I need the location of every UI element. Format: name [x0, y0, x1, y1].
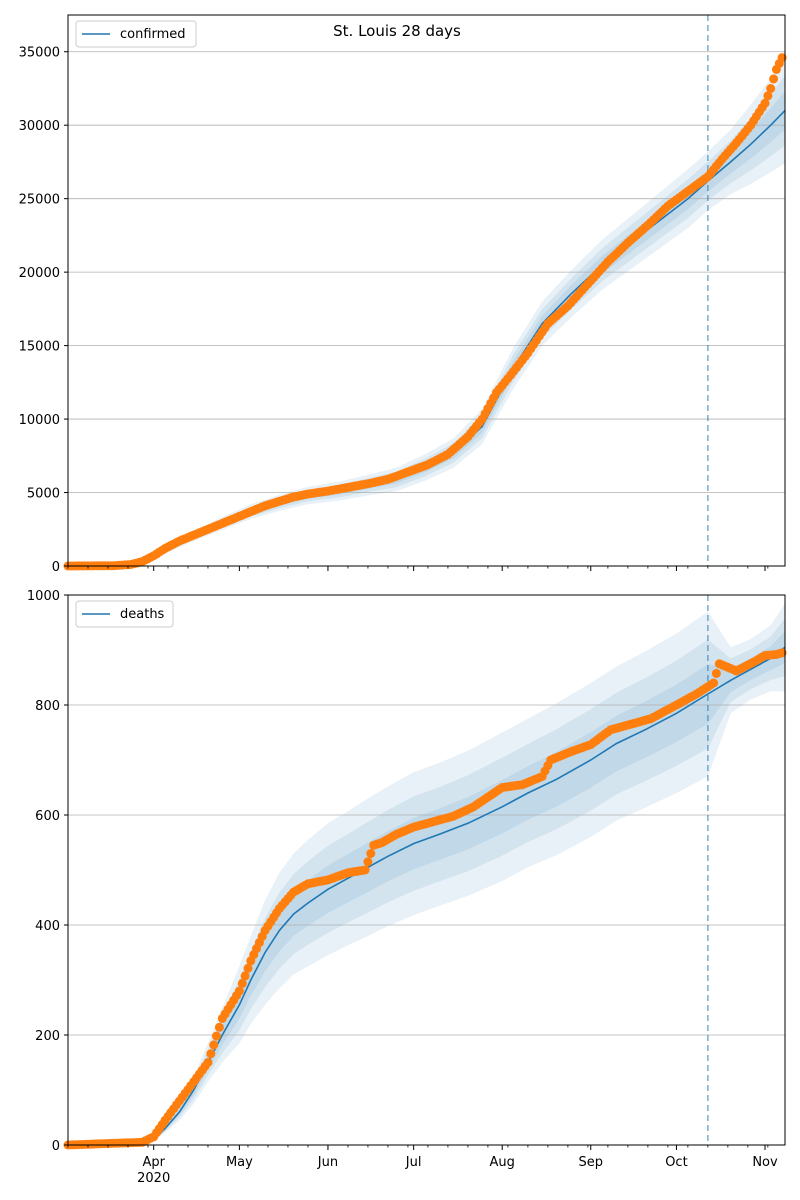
confirmed-observed-points — [63, 53, 787, 571]
deaths-band-3 — [68, 631, 785, 1145]
confirmed-ytick-label: 25000 — [19, 193, 60, 208]
deaths-axes-frame — [67, 594, 786, 1146]
deaths-legend-label: deaths — [120, 607, 165, 622]
confirmed-ytick-label: 30000 — [19, 119, 60, 134]
confirmed-observed-point — [760, 98, 770, 108]
confirmed-ytick-label: 15000 — [19, 340, 60, 355]
confirmed-observed-point — [766, 84, 776, 93]
deaths-legend: deaths — [75, 600, 174, 628]
deaths-observed-point — [237, 978, 247, 988]
deaths-gridlines — [68, 704, 785, 1036]
confirmed-panel: 0 5000 10000 15000 20000 25000 30000 35000 St. … — [19, 14, 787, 575]
confirmed-ytick-label: 35000 — [19, 46, 60, 61]
deaths-ticks: 0 200 400 600 800 1000 Apr May Jun Jul Aug Sep Oct No… — [27, 589, 778, 1186]
confirmed-axes-frame — [67, 14, 786, 567]
deaths-observed-point — [234, 986, 244, 996]
deaths-observed-point — [363, 857, 373, 867]
year-label: 2020 — [137, 1171, 170, 1186]
deaths-xtick-label: May — [226, 1155, 253, 1170]
deaths-xtick-label: Aug — [490, 1155, 515, 1170]
deaths-observed-point — [777, 648, 787, 658]
deaths-xtick-label: Jul — [405, 1155, 422, 1170]
deaths-observed-point — [206, 1049, 216, 1059]
confirmed-ytick-label: 10000 — [19, 413, 60, 428]
deaths-observed-point — [240, 971, 250, 981]
deaths-observed-point — [711, 668, 721, 678]
confirmed-legend-box — [75, 20, 197, 48]
deaths-observed-point — [243, 963, 253, 973]
confirmed-observed-point — [763, 91, 773, 101]
deaths-observed-point — [709, 678, 719, 688]
confirmed-legend-label: confirmed — [120, 27, 186, 42]
confirmed-ticks: 0 5000 10000 15000 20000 25000 30000 35000 — [19, 46, 769, 575]
confirmed-uncertainty-bands — [68, 57, 785, 566]
confirmed-observed-point — [777, 53, 787, 63]
deaths-xtick-label: Sep — [578, 1155, 603, 1170]
deaths-ytick-label: 600 — [35, 809, 60, 824]
deaths-xtick-label: Jun — [317, 1155, 338, 1170]
deaths-ytick-label: 800 — [35, 699, 60, 714]
deaths-xtick-label: Apr — [142, 1155, 165, 1170]
confirmed-observed-point — [769, 74, 779, 84]
confirmed-band-1 — [68, 57, 785, 566]
deaths-legend-box — [75, 600, 174, 628]
deaths-observed-point — [360, 865, 370, 875]
deaths-observed-point — [209, 1040, 219, 1050]
confirmed-ytick-label: 20000 — [19, 266, 60, 281]
deaths-xtick-label: Oct — [665, 1155, 687, 1170]
confirmed-lines — [67, 15, 786, 567]
confirmed-ytick-label: 0 — [52, 560, 60, 575]
deaths-ytick-label: 400 — [35, 919, 60, 934]
confirmed-gridlines — [68, 51, 785, 493]
deaths-ytick-label: 0 — [52, 1139, 60, 1154]
deaths-observed-point — [214, 1022, 224, 1032]
deaths-observed-point — [366, 849, 376, 858]
chart-title: St. Louis 28 days — [333, 22, 461, 40]
deaths-ytick-label: 1000 — [27, 589, 60, 604]
deaths-ytick-label: 200 — [35, 1029, 60, 1044]
confirmed-legend: confirmed — [75, 20, 197, 48]
deaths-panel: 0 200 400 600 800 1000 Apr May Jun Jul Aug Sep Oct No… — [27, 589, 787, 1186]
deaths-xtick-label: Nov — [752, 1155, 778, 1170]
deaths-uncertainty-bands — [68, 603, 785, 1145]
confirmed-ytick-label: 5000 — [27, 487, 60, 502]
confirmed-band-3 — [68, 91, 785, 566]
deaths-observed-point — [212, 1031, 221, 1041]
deaths-observed-point — [203, 1058, 213, 1067]
